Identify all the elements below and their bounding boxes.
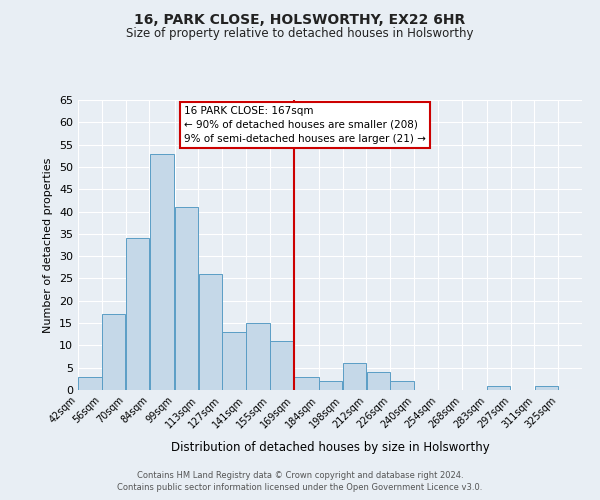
Bar (199, 274, 222, 390)
Bar (246, 323, 269, 390)
Bar (391, 381, 414, 390)
Bar (223, 332, 246, 390)
Bar (343, 363, 366, 390)
Bar (78, 376, 101, 390)
Text: 16 PARK CLOSE: 167sqm
← 90% of detached houses are smaller (208)
9% of semi-deta: 16 PARK CLOSE: 167sqm ← 90% of detached … (184, 106, 426, 144)
Bar (270, 341, 293, 390)
Bar (367, 372, 390, 390)
Bar (294, 376, 319, 390)
Text: Size of property relative to detached houses in Holsworthy: Size of property relative to detached ho… (126, 28, 474, 40)
Y-axis label: Number of detached properties: Number of detached properties (43, 158, 53, 332)
Bar (319, 381, 343, 390)
Bar (126, 238, 149, 390)
Bar (102, 314, 125, 390)
Bar (175, 207, 198, 390)
Bar (535, 386, 558, 390)
X-axis label: Distribution of detached houses by size in Holsworthy: Distribution of detached houses by size … (170, 441, 490, 454)
Text: 16, PARK CLOSE, HOLSWORTHY, EX22 6HR: 16, PARK CLOSE, HOLSWORTHY, EX22 6HR (134, 12, 466, 26)
Bar (149, 154, 175, 390)
Text: Contains HM Land Registry data © Crown copyright and database right 2024.
Contai: Contains HM Land Registry data © Crown c… (118, 471, 482, 492)
Bar (487, 386, 511, 390)
